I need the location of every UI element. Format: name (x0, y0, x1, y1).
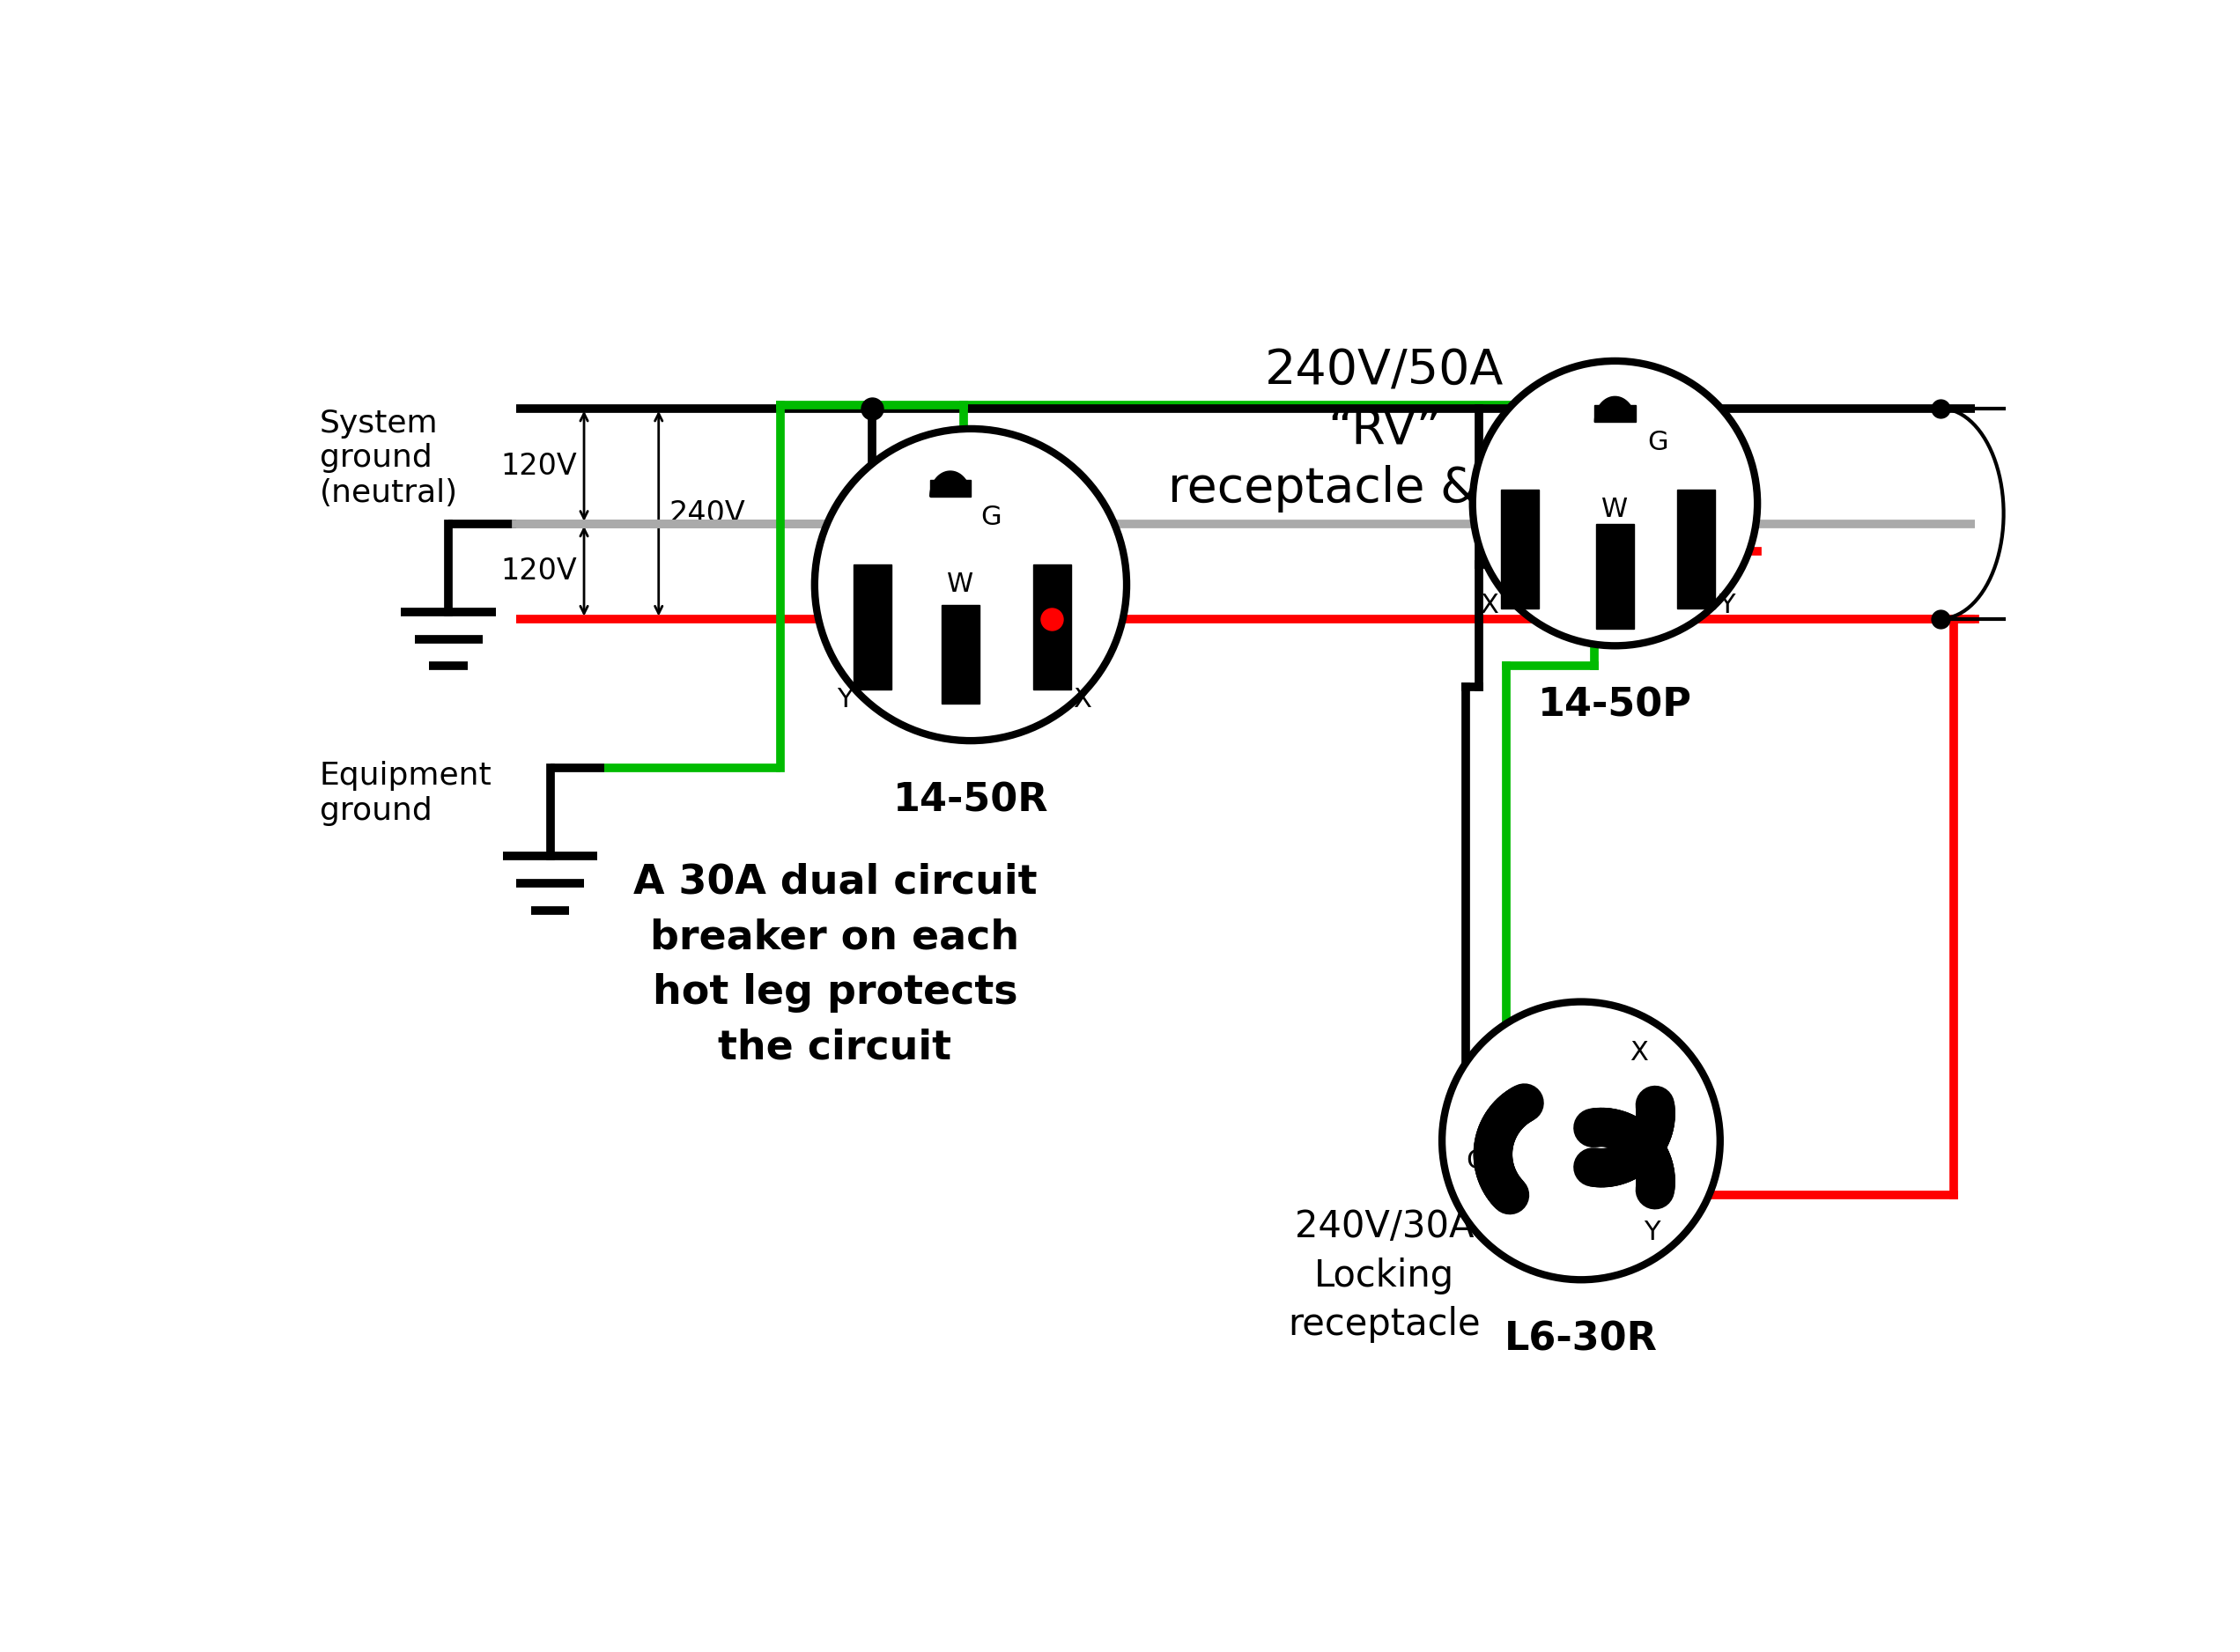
Text: System
ground
(neutral): System ground (neutral) (320, 408, 457, 507)
Text: Equipment
ground: Equipment ground (320, 762, 493, 826)
Text: 120V: 120V (502, 451, 578, 481)
Text: Y: Y (1718, 593, 1736, 618)
Polygon shape (941, 605, 979, 704)
Polygon shape (1501, 489, 1539, 608)
Circle shape (1472, 362, 1758, 646)
Text: X: X (1628, 1039, 1649, 1066)
Text: Y: Y (838, 687, 853, 712)
Polygon shape (1033, 565, 1071, 691)
Text: 240V: 240V (670, 499, 746, 529)
Text: G: G (1649, 430, 1669, 454)
Text: 240V/50A
“RV”
receptacle & plug: 240V/50A “RV” receptacle & plug (1169, 347, 1602, 512)
Polygon shape (930, 479, 970, 497)
Text: G: G (981, 504, 1001, 530)
Circle shape (815, 430, 1127, 740)
Text: L6-30R: L6-30R (1505, 1320, 1658, 1358)
Text: 14-50P: 14-50P (1539, 687, 1691, 724)
Text: W: W (948, 572, 974, 596)
Text: 14-50R: 14-50R (894, 781, 1048, 819)
Circle shape (1443, 1001, 1720, 1280)
Text: W: W (1602, 497, 1628, 522)
Text: A 30A dual circuit
breaker on each
hot leg protects
the circuit: A 30A dual circuit breaker on each hot l… (634, 862, 1037, 1067)
Polygon shape (853, 565, 892, 691)
Polygon shape (930, 471, 970, 497)
Text: G: G (1465, 1148, 1487, 1175)
Polygon shape (1595, 524, 1633, 629)
Text: X: X (1073, 687, 1091, 712)
Text: X: X (1481, 593, 1499, 618)
Polygon shape (1678, 489, 1716, 608)
Polygon shape (1595, 405, 1635, 421)
Text: 120V: 120V (502, 557, 578, 586)
Text: 240V/30A
Locking
receptacle: 240V/30A Locking receptacle (1288, 1209, 1481, 1343)
Text: Y: Y (1644, 1219, 1660, 1246)
Polygon shape (1595, 396, 1635, 421)
